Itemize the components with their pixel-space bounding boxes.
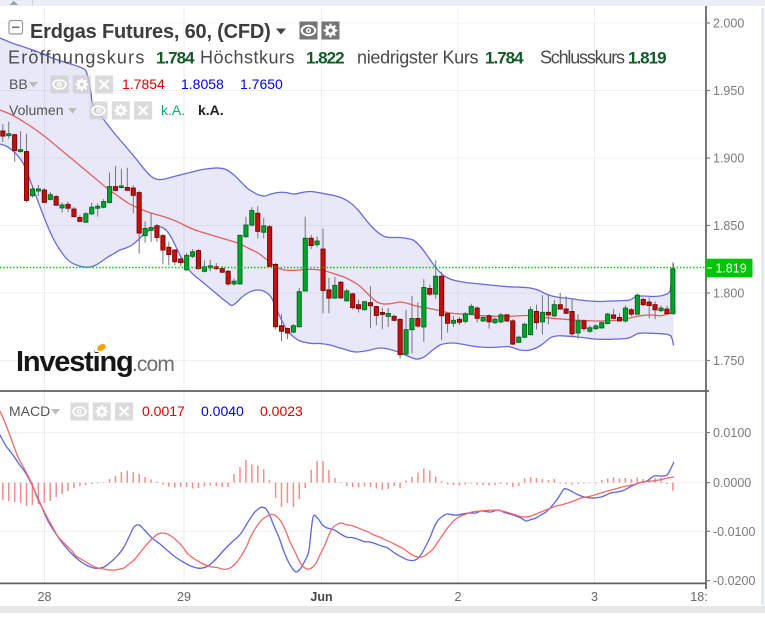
svg-text:Eröffnungskurs: Eröffnungskurs <box>8 48 146 68</box>
svg-text:1.850: 1.850 <box>713 219 744 233</box>
svg-text:niedrigster Kurs: niedrigster Kurs <box>357 48 479 68</box>
svg-text:1.7650: 1.7650 <box>240 76 283 92</box>
svg-text:1.819: 1.819 <box>628 49 666 68</box>
svg-text:3: 3 <box>591 590 598 604</box>
svg-text:Jun: Jun <box>310 590 332 604</box>
svg-text:0.0023: 0.0023 <box>260 403 303 419</box>
svg-text:Investing: Investing <box>16 346 133 378</box>
svg-text:0.0000: 0.0000 <box>713 476 751 490</box>
svg-text:1.8058: 1.8058 <box>181 76 224 92</box>
svg-text:k.A.: k.A. <box>161 102 185 118</box>
svg-text:Volumen: Volumen <box>9 102 63 118</box>
svg-text:0.0100: 0.0100 <box>713 426 751 440</box>
svg-text:29: 29 <box>177 590 191 604</box>
svg-text:k.A.: k.A. <box>198 102 224 118</box>
svg-text:1.750: 1.750 <box>713 354 744 368</box>
svg-text:2.000: 2.000 <box>713 17 744 31</box>
svg-text:-0.0100: -0.0100 <box>713 525 755 539</box>
svg-text:1.950: 1.950 <box>713 84 744 98</box>
svg-text:1.822: 1.822 <box>306 49 344 68</box>
svg-text:BB: BB <box>9 76 28 92</box>
svg-text:MACD: MACD <box>9 403 50 419</box>
svg-text:Schlusskurs: Schlusskurs <box>540 48 625 68</box>
svg-text:Erdgas Futures, 60, (CFD): Erdgas Futures, 60, (CFD) <box>30 21 271 43</box>
svg-text:.com: .com <box>132 353 174 376</box>
svg-text:1.7854: 1.7854 <box>122 76 165 92</box>
svg-text:1.784: 1.784 <box>485 49 524 68</box>
svg-text:1.800: 1.800 <box>713 287 744 301</box>
svg-text:1.784: 1.784 <box>156 49 195 68</box>
svg-text:1.900: 1.900 <box>713 152 744 166</box>
svg-text:18:: 18: <box>690 590 707 604</box>
svg-text:1.819: 1.819 <box>715 261 746 275</box>
svg-text:2: 2 <box>455 590 462 604</box>
svg-text:0.0017: 0.0017 <box>142 403 185 419</box>
svg-text:0.0040: 0.0040 <box>201 403 244 419</box>
svg-text:28: 28 <box>38 590 52 604</box>
svg-text:-0.0200: -0.0200 <box>713 574 755 588</box>
svg-text:Höchstkurs: Höchstkurs <box>200 48 295 68</box>
